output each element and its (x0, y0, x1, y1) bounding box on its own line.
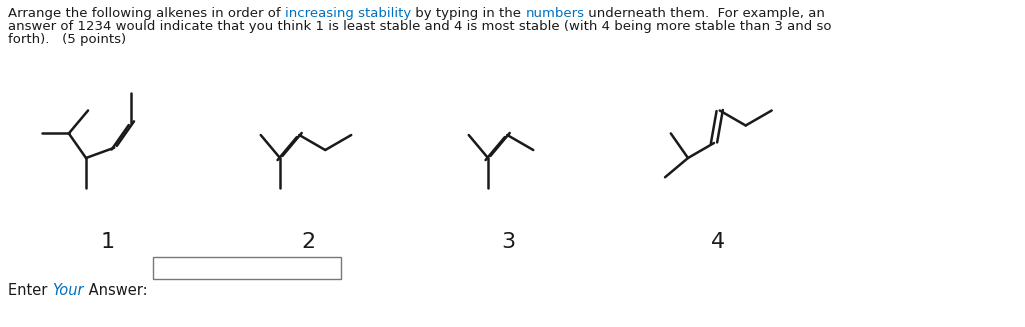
Text: numbers: numbers (526, 7, 584, 20)
Text: Arrange the following alkenes in order of: Arrange the following alkenes in order o… (8, 7, 285, 20)
Text: forth).   (5 points): forth). (5 points) (8, 33, 126, 46)
Text: 4: 4 (711, 232, 725, 252)
FancyBboxPatch shape (153, 257, 341, 279)
Text: answer of 1234 would indicate that you think 1 is least stable and 4 is most sta: answer of 1234 would indicate that you t… (8, 20, 831, 33)
Text: by typing in the: by typing in the (411, 7, 526, 20)
Text: Answer:: Answer: (83, 283, 148, 298)
Text: 3: 3 (501, 232, 515, 252)
Text: Enter: Enter (8, 283, 52, 298)
Text: Your: Your (52, 283, 83, 298)
Text: 2: 2 (301, 232, 315, 252)
Text: increasing stability: increasing stability (285, 7, 411, 20)
Text: underneath them.  For example, an: underneath them. For example, an (584, 7, 825, 20)
Text: 1: 1 (100, 232, 115, 252)
